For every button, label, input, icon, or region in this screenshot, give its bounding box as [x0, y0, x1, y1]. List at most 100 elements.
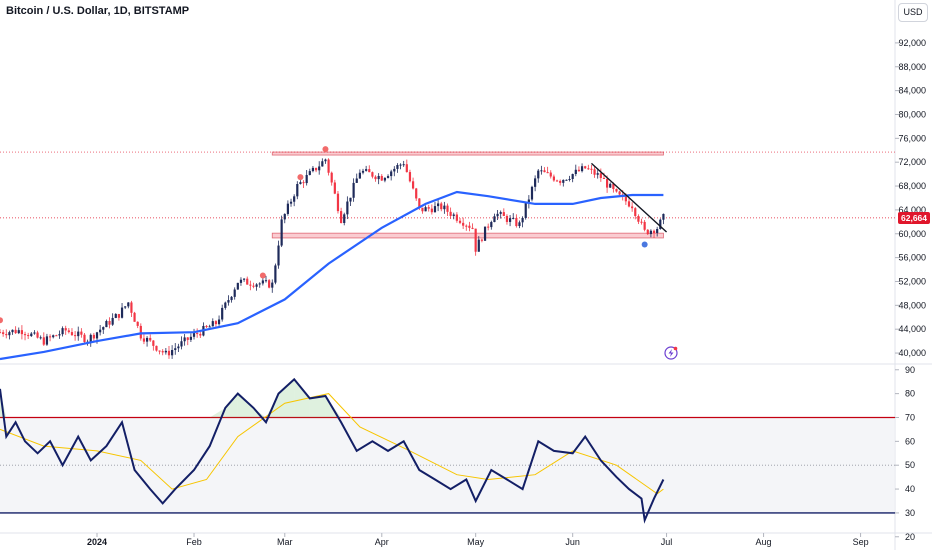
candle — [180, 336, 183, 350]
price-tick-label: 48,000 — [898, 300, 926, 310]
candle-body — [133, 312, 136, 322]
candle-body — [440, 203, 443, 210]
candle-body — [20, 330, 24, 335]
candle — [349, 197, 352, 207]
candle-body — [99, 329, 102, 333]
candle — [39, 335, 42, 340]
time-tick-label: Mar — [277, 537, 293, 547]
candle — [214, 320, 218, 328]
candle — [318, 161, 321, 175]
rsi-overbought-fill — [253, 407, 266, 418]
candle — [483, 226, 487, 241]
chart-title: Bitcoin / U.S. Dollar, 1D, BITSTAMP — [6, 5, 189, 17]
support-zone — [271, 232, 664, 239]
price-tick-label: 72,000 — [898, 157, 926, 167]
candle-body — [177, 346, 180, 349]
candle — [302, 180, 305, 189]
candle-body — [402, 164, 405, 166]
candle — [280, 215, 283, 248]
candle — [70, 328, 74, 336]
candle-body — [383, 177, 387, 181]
candle-body — [83, 334, 86, 343]
candle-body — [577, 169, 581, 172]
candle-body — [11, 329, 14, 333]
price-tick-label: 64,000 — [898, 205, 926, 215]
candle-body — [574, 169, 577, 175]
candle — [552, 174, 555, 182]
candle — [512, 213, 515, 220]
candle — [559, 179, 562, 186]
candle-body — [145, 337, 149, 342]
candle — [61, 326, 64, 337]
candle-body — [443, 205, 446, 210]
candle-body — [5, 334, 8, 336]
candle-body — [659, 219, 662, 229]
candle-body — [95, 332, 99, 339]
candle-body — [205, 325, 208, 327]
candle-body — [280, 219, 283, 246]
resistance-zone — [271, 151, 664, 156]
candle — [562, 179, 565, 187]
candle — [656, 226, 659, 237]
candle — [399, 163, 402, 170]
candle-body — [646, 229, 649, 235]
candle — [487, 223, 490, 231]
candle-body — [64, 328, 67, 331]
price-tick-label: 60,000 — [898, 229, 926, 239]
candle — [662, 213, 665, 225]
candle — [393, 166, 396, 177]
candle-body — [14, 329, 17, 334]
candle-body — [418, 198, 421, 208]
signal-marker-down — [641, 241, 648, 248]
candle-body — [180, 341, 183, 347]
candle-body — [230, 296, 233, 301]
candle-body — [480, 239, 484, 241]
candle-body — [124, 306, 127, 308]
candle — [465, 224, 468, 231]
price-tick-label: 76,000 — [898, 133, 926, 143]
candle-body — [33, 332, 36, 334]
candle-body — [474, 228, 477, 252]
candle — [652, 229, 656, 239]
candle — [371, 171, 374, 179]
candle-body — [462, 222, 465, 226]
candle-body — [196, 333, 199, 335]
currency-button[interactable]: USD — [898, 3, 928, 22]
candle — [224, 301, 227, 310]
candle — [361, 168, 365, 175]
candle — [609, 182, 612, 188]
candle-body — [2, 332, 5, 335]
candle — [305, 170, 308, 186]
candle-body — [314, 167, 318, 171]
candle — [343, 212, 346, 226]
candle — [402, 160, 405, 167]
candle-body — [268, 280, 271, 288]
candle — [443, 201, 446, 214]
candle — [268, 279, 271, 289]
candle-body — [152, 340, 155, 346]
candle — [505, 214, 509, 225]
candle — [659, 218, 662, 230]
price-tick-label: 92,000 — [898, 38, 926, 48]
candle-body — [39, 337, 42, 339]
candle-body — [490, 222, 493, 228]
candle-body — [80, 331, 83, 335]
candle — [233, 287, 236, 300]
candle-body — [271, 282, 274, 288]
time-tick-label: Apr — [375, 537, 389, 547]
price-tick-label: 52,000 — [898, 276, 926, 286]
candle — [246, 276, 249, 285]
candle — [289, 198, 293, 207]
candle — [99, 324, 102, 336]
candle-body — [171, 350, 174, 356]
candle-body — [236, 282, 239, 290]
candle-body — [499, 212, 502, 214]
time-tick-label: Feb — [186, 537, 202, 547]
candle-body — [17, 330, 20, 334]
candle — [114, 313, 117, 319]
candle-body — [27, 335, 30, 337]
candle — [534, 175, 537, 192]
candle-body — [70, 332, 74, 336]
candle — [0, 329, 2, 334]
rsi-overbought-fill — [309, 396, 326, 418]
